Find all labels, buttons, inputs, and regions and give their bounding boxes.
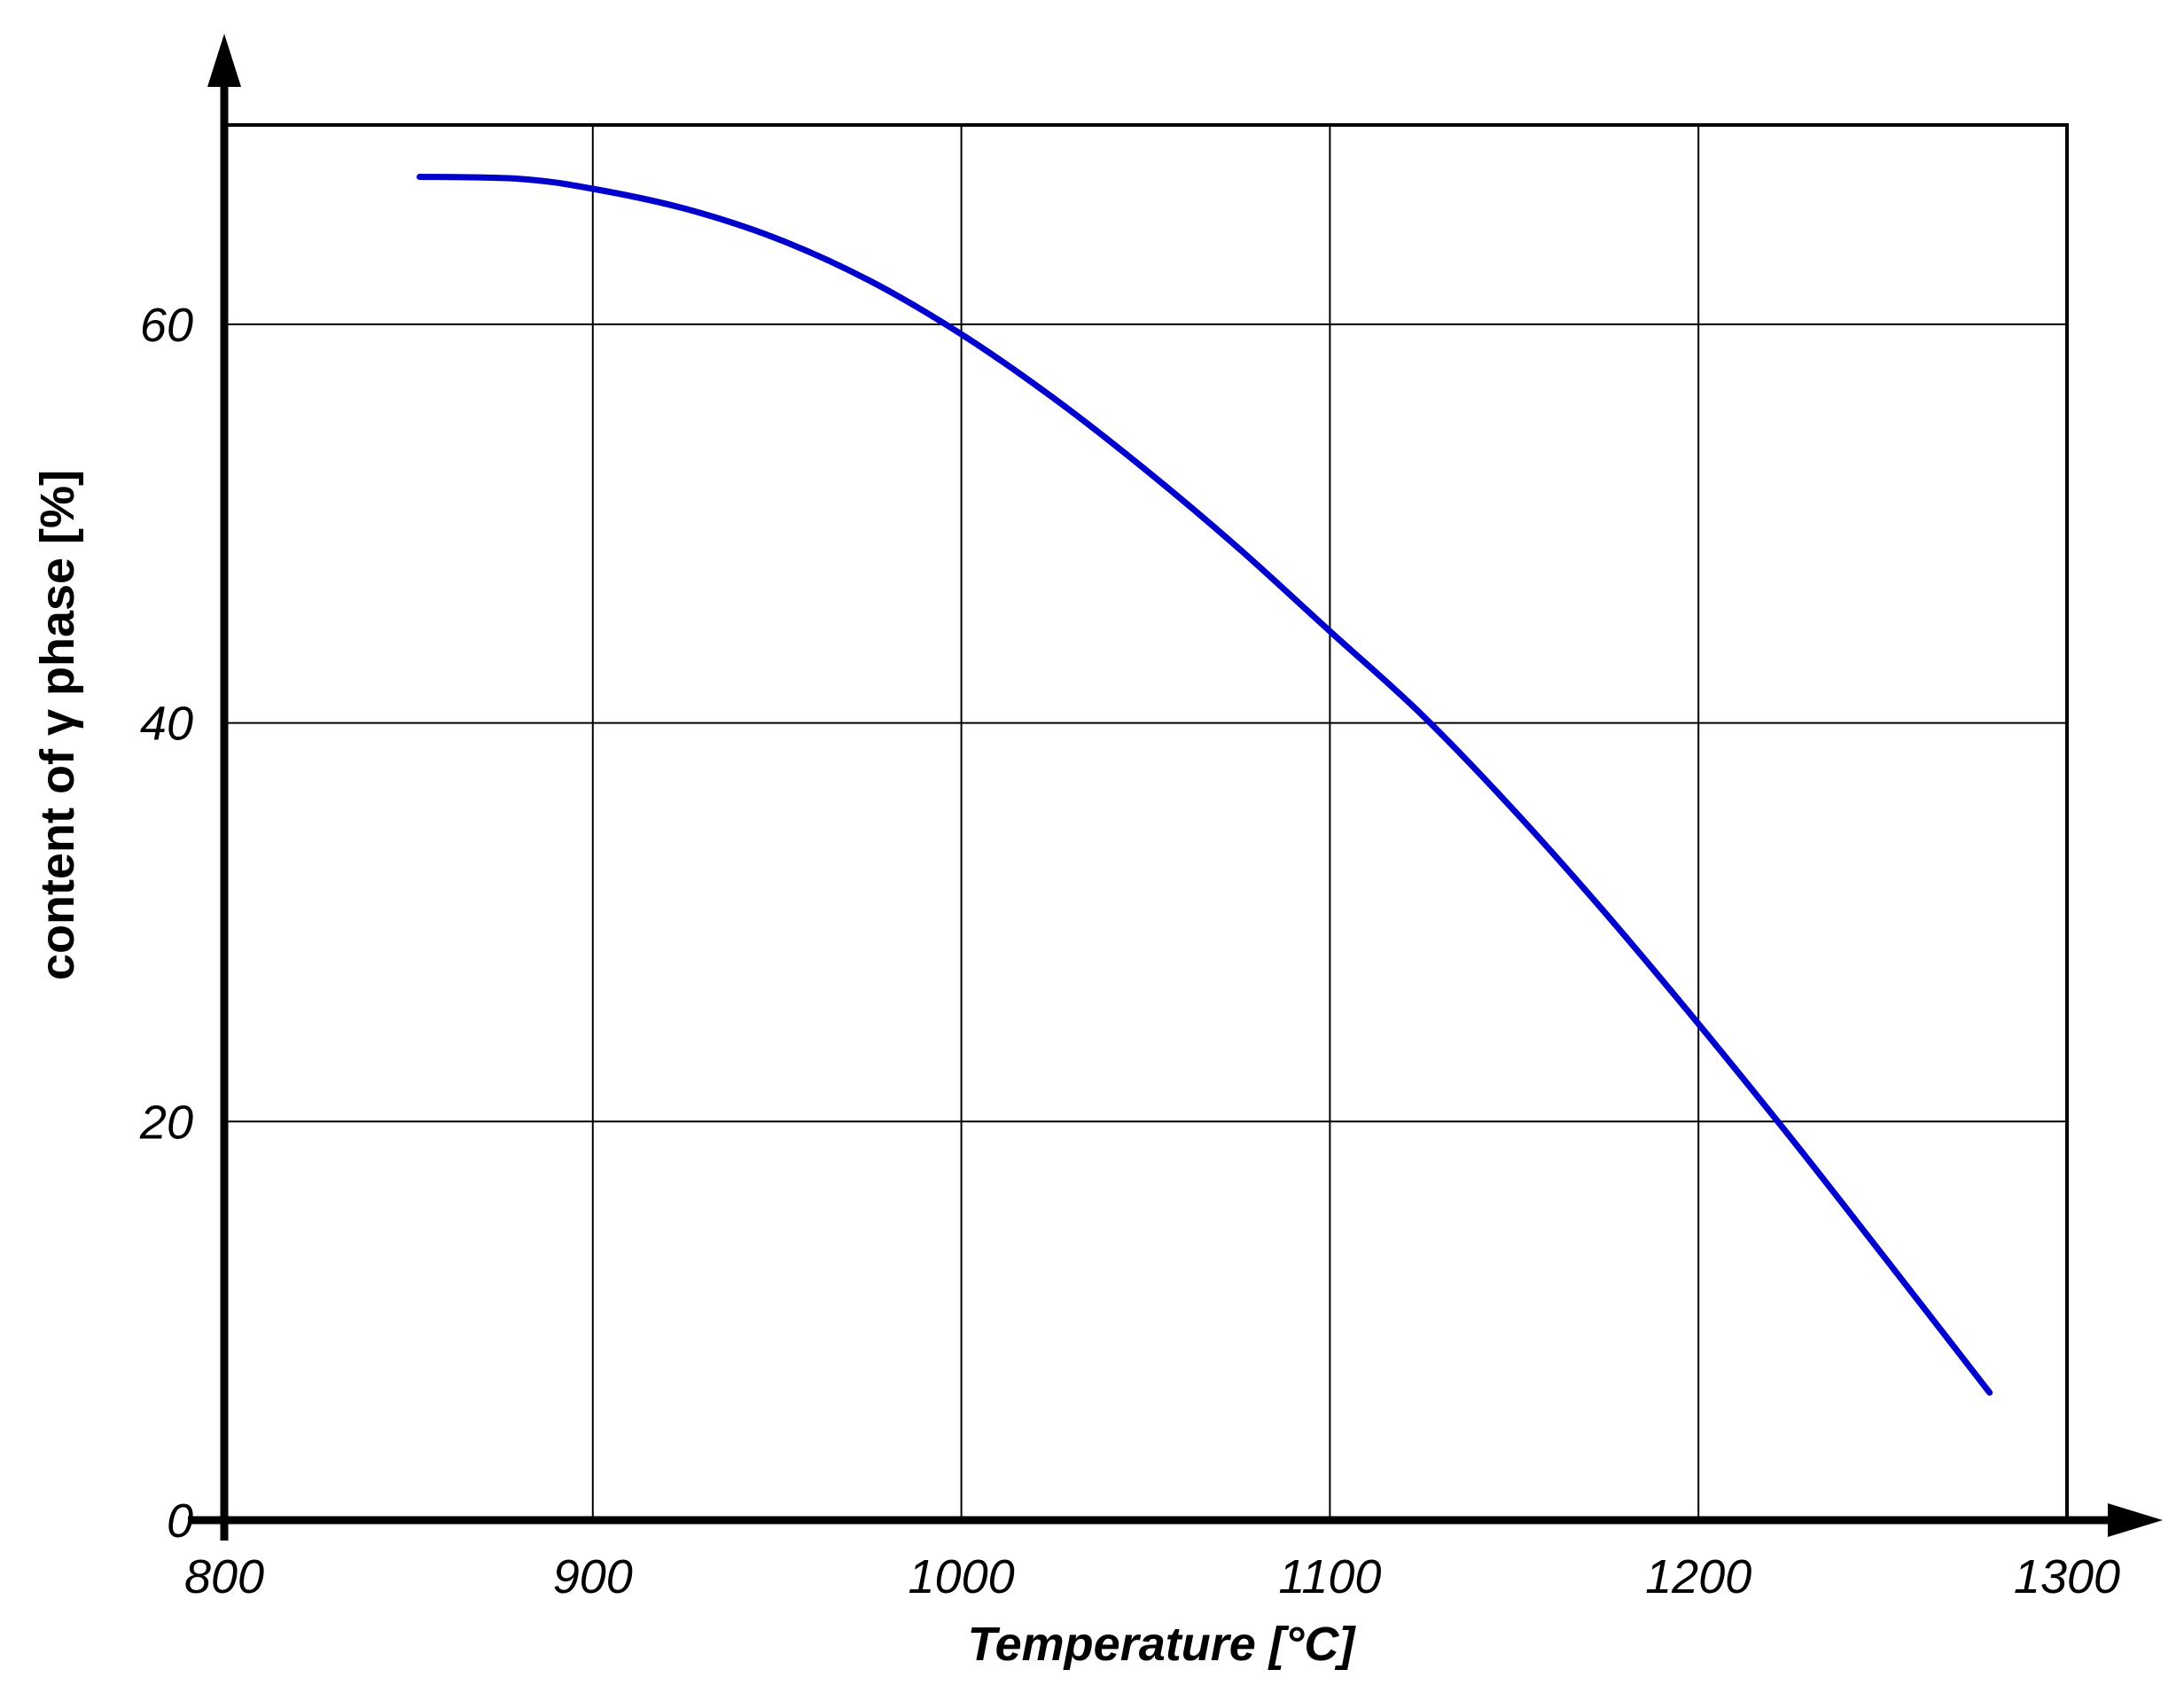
- series-line: [416, 174, 1993, 1396]
- x-tick-label: 1100: [1278, 1550, 1381, 1603]
- series-group: [416, 174, 1993, 1396]
- x-tick-label: 1000: [909, 1550, 1015, 1603]
- y-tick-label: 40: [140, 698, 193, 751]
- y-tick-label: 20: [139, 1096, 193, 1149]
- x-axis-arrowhead: [2108, 1503, 2163, 1537]
- y-axis-arrowhead: [207, 34, 241, 87]
- x-axis-title: Temperature [°C]: [968, 1618, 1357, 1671]
- y-tick-label: 0: [167, 1494, 193, 1548]
- y-tick-label: 60: [140, 299, 193, 352]
- plot-frame: [222, 123, 2069, 1522]
- axes: [188, 34, 2163, 1541]
- x-tick-labels: 800 900 1000 1100 1200 1300: [184, 1550, 2120, 1603]
- x-tick-label: 1300: [2014, 1550, 2120, 1603]
- y-axis-title: content of γ phase [%]: [31, 470, 84, 980]
- y-tick-labels: 0 20 40 60: [139, 299, 193, 1548]
- x-tick-label: 1200: [1645, 1550, 1751, 1603]
- grid-lines: [224, 125, 2067, 1520]
- x-tick-label: 800: [184, 1550, 264, 1603]
- x-tick-label: 900: [553, 1550, 633, 1603]
